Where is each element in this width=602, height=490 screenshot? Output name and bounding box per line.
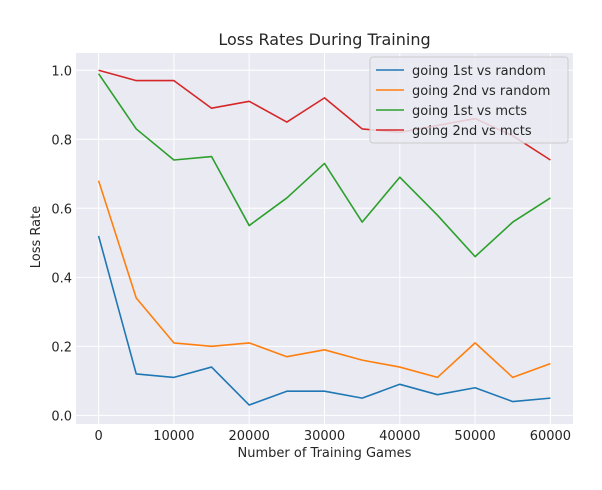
y-tick-label: 0.6: [51, 202, 72, 217]
y-tick-label: 0.2: [51, 340, 72, 355]
chart-title: Loss Rates During Training: [218, 30, 430, 49]
x-tick-label: 60000: [530, 429, 571, 444]
legend-box: [369, 56, 569, 144]
x-tick-label: 40000: [379, 429, 420, 444]
legend-label: going 1st vs mcts: [412, 104, 527, 119]
x-tick-label: 0: [94, 429, 102, 444]
x-axis-label: Number of Training Games: [238, 446, 412, 461]
x-tick-label: 20000: [229, 429, 270, 444]
legend-label: going 1st vs random: [412, 64, 546, 79]
y-tick-label: 0.8: [51, 133, 72, 148]
series-line-2: [97, 180, 551, 379]
y-tick-label: 0.4: [51, 271, 72, 286]
y-tick-label: 1.0: [51, 64, 72, 79]
legend-label: going 2nd vs random: [412, 84, 550, 99]
legend: going 1st vs random going 2nd vs random go…: [369, 56, 569, 144]
y-axis-label: Loss Rate: [29, 206, 44, 268]
x-tick-label: 50000: [454, 429, 495, 444]
series-line-3: [97, 73, 551, 258]
x-tick-label: 10000: [153, 429, 194, 444]
y-axis-ticks: 0.0 0.2 0.4 0.6 0.8 1.0: [51, 64, 72, 424]
series-line-1: [97, 235, 551, 406]
y-tick-label: 0.0: [51, 409, 72, 424]
legend-label: going 2nd vs mcts: [412, 124, 532, 139]
x-axis-ticks: 0 10000 20000 30000 40000 50000 60000: [94, 429, 571, 444]
x-tick-label: 30000: [304, 429, 345, 444]
